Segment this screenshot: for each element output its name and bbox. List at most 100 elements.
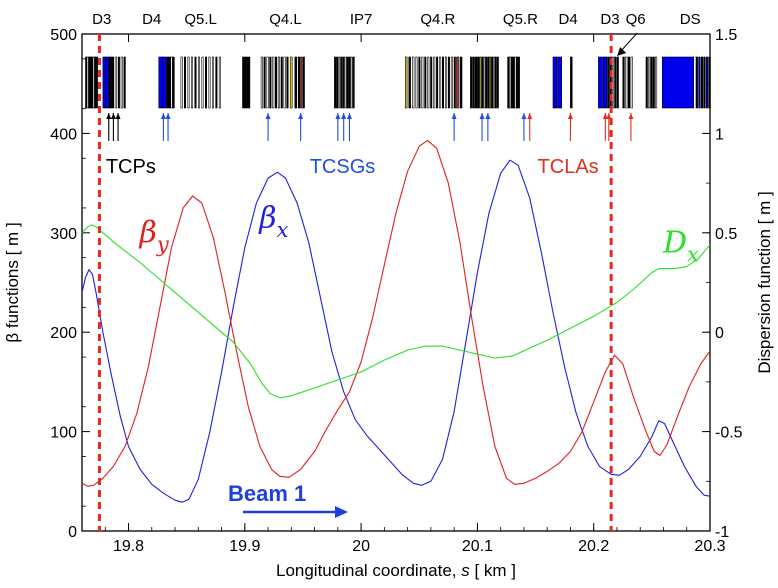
tcsg-marker <box>521 113 527 141</box>
x-tick-label: 20.2 <box>578 538 609 555</box>
magnet-block-q4-right <box>415 56 418 109</box>
y-right-tick-label: 0.5 <box>715 226 737 243</box>
magnet-block-d4-left <box>172 56 175 109</box>
tcsgs-label-text: TCSGs <box>310 156 376 178</box>
magnet-block-q4-right <box>433 56 436 109</box>
x-tick-label: 19.9 <box>229 538 260 555</box>
tcsg-marker-head <box>165 113 171 119</box>
magnet-block-q4-left <box>302 56 305 109</box>
tcp-marker-head <box>115 113 121 119</box>
magnet-block-ip7 <box>346 56 349 109</box>
magnet-block-ds <box>703 56 706 109</box>
beam-direction-arrow-head <box>335 506 348 518</box>
tcsg-marker <box>298 113 304 141</box>
x-axis-label-prefix: Longitudinal coordinate, <box>276 561 461 580</box>
magnet-block-q4-left <box>246 56 249 109</box>
tcsg-marker <box>165 113 171 141</box>
section-label: DS <box>680 11 701 28</box>
y-right-tick-label: 1.5 <box>715 27 737 44</box>
magnet-block-q4-left <box>280 56 283 109</box>
magnet-block-q4-right <box>411 56 415 109</box>
magnet-block-q5-left <box>187 56 190 109</box>
magnet-block-q4-right <box>450 56 453 109</box>
x-tick-label: 20.3 <box>694 538 725 555</box>
magnet-block-d4-right <box>557 56 563 109</box>
magnet-block-q5-left <box>215 56 218 109</box>
section-label: D4 <box>142 11 161 28</box>
magnet-block-q4-left <box>260 56 263 109</box>
magnet-block-d3-left <box>102 56 107 109</box>
tcla-marker-head <box>602 113 608 119</box>
annotation-layer: TCPs TCSGs TCLAs Beam 1 Longitudinal coo… <box>3 11 774 580</box>
magnet-block-q4-right <box>441 56 444 109</box>
tcps-label: TCPs <box>106 156 156 178</box>
tclas-label-text: TCLAs <box>538 156 599 178</box>
section-label: Q5.R <box>503 11 538 28</box>
magnet-block-q5-right <box>509 56 512 109</box>
magnet-block-q5-right <box>512 56 515 109</box>
magnet-block-q4-left <box>263 56 266 109</box>
magnet-block-q4-left <box>283 56 286 109</box>
magnet-block-q5-right <box>496 56 499 109</box>
beta-x-label-base: β <box>258 201 276 236</box>
tcp-marker <box>106 113 112 141</box>
x-axis-label-suffix: [ km ] <box>470 561 516 580</box>
tclas-label: TCLAs <box>538 156 599 178</box>
magnet-block-q5-right <box>516 56 519 109</box>
magnet-block-q4-left <box>286 56 289 109</box>
tcla-marker <box>527 113 533 141</box>
magnet-block-q5-right <box>517 56 520 109</box>
magnet-block-q5-left <box>180 56 183 109</box>
magnet-block-ds <box>648 56 651 109</box>
magnet-block-q5-right <box>477 56 480 109</box>
y-left-tick-label: 400 <box>50 126 77 143</box>
x-axis-label-var: s <box>461 561 470 580</box>
dx-label-sub: x <box>687 243 699 267</box>
magnet-block-d3-left <box>120 56 123 109</box>
magnet-block-q4-left <box>294 56 298 109</box>
magnet-block-q4-right <box>427 56 430 109</box>
y-right-tick-label: -1 <box>715 524 729 541</box>
magnet-block-q5-right <box>474 56 478 109</box>
tcsg-marker-head <box>451 113 457 119</box>
tcla-marker-head <box>628 113 634 119</box>
tcla-marker <box>602 113 608 141</box>
dx-label: Dx <box>662 226 699 267</box>
magnet-block-ds <box>652 56 655 109</box>
dx-line <box>81 224 711 399</box>
section-label: D4 <box>559 11 578 28</box>
tcsg-marker <box>160 113 166 141</box>
plot-area <box>82 34 710 531</box>
magnet-block-q5-right <box>481 56 484 109</box>
magnet-block-q4-left <box>269 56 272 109</box>
tcsg-marker <box>265 113 271 141</box>
magnet-block-q5-left <box>212 56 215 109</box>
magnet-block-ip7 <box>350 56 353 109</box>
beta-y-label-base: β <box>138 216 156 251</box>
x-tick-label: 20.1 <box>462 538 493 555</box>
tcsg-marker <box>485 113 491 141</box>
magnet-block-d3-left <box>108 56 112 109</box>
tcsgs-label: TCSGs <box>310 156 376 178</box>
y-right-tick-label: -0.5 <box>715 425 743 442</box>
magnet-block-ds <box>700 56 704 109</box>
magnet-block-ip7 <box>348 56 351 109</box>
beam-1-label: Beam 1 <box>228 481 306 506</box>
magnet-block-q5-left <box>191 56 194 109</box>
magnet-block-d3-left <box>105 56 110 109</box>
magnet-block-ds <box>695 56 698 109</box>
tcps-label-text: TCPs <box>106 156 156 178</box>
magnet-block-q4-left <box>297 56 301 109</box>
magnet-block-q5-right <box>489 56 491 109</box>
magnet-block-ds <box>708 56 711 109</box>
tcsg-marker <box>479 113 485 141</box>
magnet-block-ds <box>698 56 701 109</box>
beta-y-label: βy <box>138 216 169 257</box>
tcsg-marker-head <box>160 113 166 119</box>
magnet-block-d3-left <box>95 56 98 109</box>
magnet-block-q6 <box>625 56 628 109</box>
magnet-block-q6 <box>622 56 625 109</box>
magnet-block-d3-right <box>614 56 617 109</box>
tcsg-marker-head <box>341 113 347 119</box>
magnet-block-q4-left <box>300 56 303 109</box>
